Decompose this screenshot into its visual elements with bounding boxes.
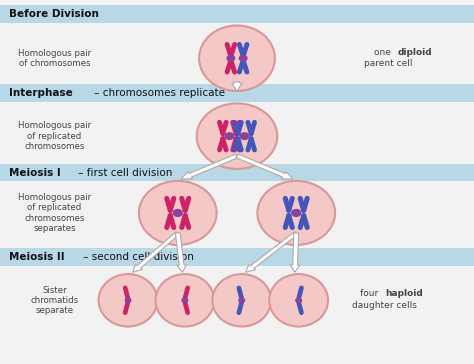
Ellipse shape bbox=[99, 274, 157, 327]
Circle shape bbox=[292, 210, 301, 216]
Ellipse shape bbox=[139, 181, 217, 245]
FancyArrow shape bbox=[133, 232, 180, 272]
Text: one: one bbox=[374, 48, 394, 57]
FancyArrow shape bbox=[291, 233, 300, 272]
Ellipse shape bbox=[269, 274, 328, 327]
Ellipse shape bbox=[197, 103, 277, 169]
Bar bbox=[0, 164, 474, 181]
Circle shape bbox=[239, 298, 245, 302]
Text: – chromosomes replicate: – chromosomes replicate bbox=[91, 88, 225, 98]
Text: chromatids: chromatids bbox=[30, 296, 79, 305]
Circle shape bbox=[240, 133, 249, 139]
FancyArrow shape bbox=[181, 154, 238, 179]
Ellipse shape bbox=[212, 274, 271, 327]
Text: parent cell: parent cell bbox=[365, 59, 413, 68]
Text: Interphase: Interphase bbox=[9, 88, 72, 98]
Text: chromosomes: chromosomes bbox=[24, 214, 85, 222]
Text: Sister: Sister bbox=[42, 286, 67, 294]
Circle shape bbox=[182, 298, 188, 302]
Text: of chromosomes: of chromosomes bbox=[19, 59, 90, 68]
FancyArrow shape bbox=[236, 154, 293, 179]
Bar bbox=[0, 5, 474, 23]
Text: of replicated: of replicated bbox=[27, 132, 82, 141]
Text: Homologous pair: Homologous pair bbox=[18, 49, 91, 58]
Text: separates: separates bbox=[33, 224, 76, 233]
Text: Meiosis I: Meiosis I bbox=[9, 167, 60, 178]
FancyArrow shape bbox=[175, 233, 186, 272]
Text: chromosomes: chromosomes bbox=[24, 142, 85, 151]
Circle shape bbox=[173, 210, 182, 216]
Text: Meiosis II: Meiosis II bbox=[9, 252, 64, 262]
Ellipse shape bbox=[257, 181, 335, 245]
Text: daughter cells: daughter cells bbox=[352, 301, 416, 309]
Bar bbox=[0, 248, 474, 266]
Text: Homologous pair: Homologous pair bbox=[18, 122, 91, 130]
Ellipse shape bbox=[199, 25, 275, 91]
Text: separate: separate bbox=[36, 306, 73, 315]
Circle shape bbox=[225, 133, 234, 139]
Text: of replicated: of replicated bbox=[27, 203, 82, 212]
Circle shape bbox=[125, 298, 131, 302]
Ellipse shape bbox=[155, 274, 214, 327]
Text: – second cell division: – second cell division bbox=[80, 252, 194, 262]
Text: haploid: haploid bbox=[385, 289, 423, 297]
Text: diploid: diploid bbox=[397, 48, 432, 57]
Bar bbox=[0, 84, 474, 102]
Circle shape bbox=[227, 55, 235, 61]
Text: four: four bbox=[360, 289, 382, 297]
FancyArrow shape bbox=[246, 232, 298, 272]
Text: Homologous pair: Homologous pair bbox=[18, 193, 91, 202]
Circle shape bbox=[239, 55, 247, 61]
Text: Before Division: Before Division bbox=[9, 9, 99, 19]
FancyArrow shape bbox=[232, 82, 242, 91]
Circle shape bbox=[296, 298, 301, 302]
Text: – first cell division: – first cell division bbox=[75, 167, 173, 178]
